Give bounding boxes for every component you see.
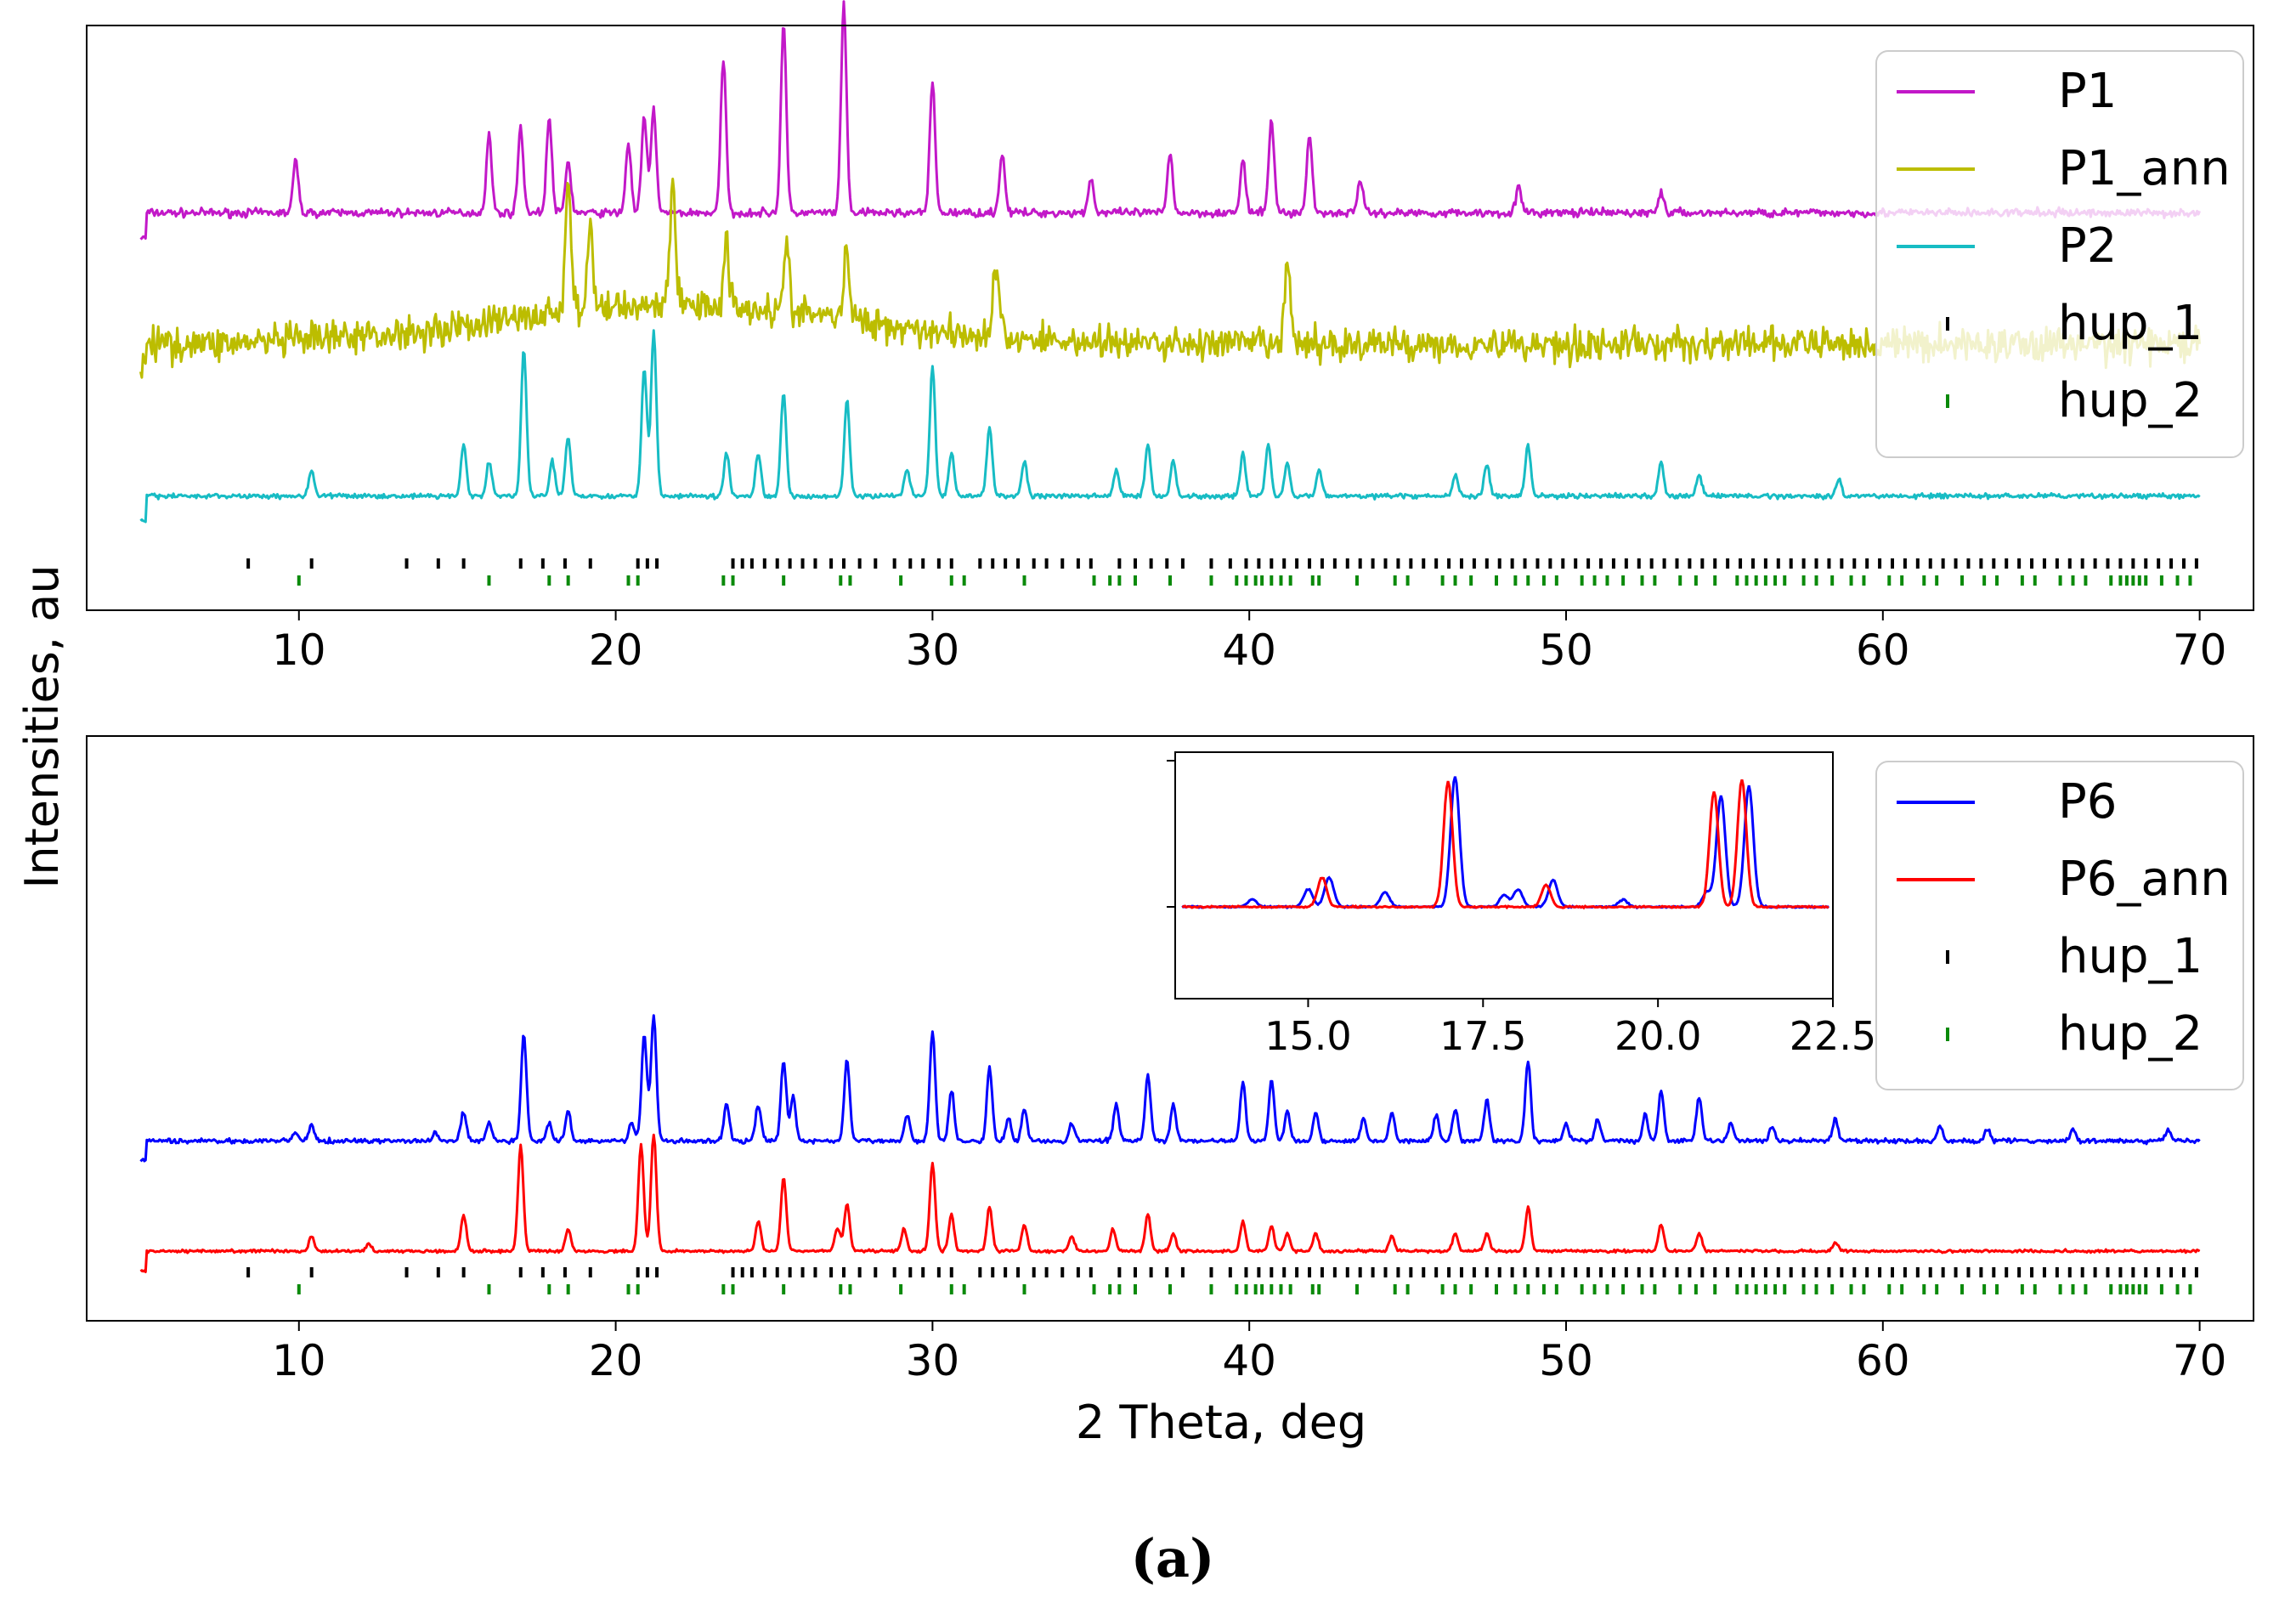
bottom-legend-label: P6 [2058,774,2117,830]
inset-xtick-label: 22.5 [1790,1013,1876,1059]
top-xtick-label: 60 [1856,626,1910,675]
y-axis-label: Intensities, au [15,564,69,888]
top-legend-label: hup_2 [2058,373,2203,428]
bottom-series-p6-ann [139,1133,2201,1273]
bottom-x-axis: 10 20 30 40 50 60 70 [272,1321,2226,1385]
top-plot-frame [86,25,2254,611]
inset-xtick-label: 15.0 [1264,1013,1351,1059]
top-legend-label: P1_ann [2058,141,2231,196]
top-xtick-label: 10 [272,626,326,675]
inset-series-group [1181,776,1830,910]
top-legend-label: P2 [2058,218,2117,274]
bottom-xtick-label: 20 [589,1336,643,1385]
top-series-group [139,0,2202,524]
top-series-p1-ann [139,178,2202,379]
bottom-xtick-label: 30 [906,1336,960,1385]
bottom-legend-label: hup_2 [2058,1006,2203,1062]
inset-zoom: 15.0 17.5 20.0 22.5 [1167,751,1876,1059]
inset-background [1175,752,1833,999]
inset-xtick-label: 17.5 [1439,1013,1526,1059]
bottom-xtick-label: 40 [1222,1336,1276,1385]
bottom-xtick-label: 50 [1539,1336,1593,1385]
bottom-series-p6 [139,1014,2201,1163]
figure-caption: (a) [1131,1527,1215,1589]
top-xtick-label: 50 [1539,626,1593,675]
bottom-legend-label: P6_ann [2058,852,2231,907]
x-axis-label: 2 Theta, deg [1076,1396,1366,1449]
inset-frame [1174,751,1834,1000]
top-reflection-ticks [246,558,2198,586]
inset-series-p6-ann [1182,779,1829,910]
top-series-p2 [139,329,2201,524]
top-x-axis: 10 20 30 40 50 60 70 [272,610,2226,675]
top-legend: P1 P1_ann P2 hup_1 hup_2 [1875,50,2244,458]
bottom-plot-frame [86,735,2254,1322]
top-legend-box [1875,50,2244,458]
bottom-legend-box [1875,761,2244,1090]
bottom-legend: P6 P6_ann hup_1 hup_2 [1875,761,2244,1090]
top-legend-label: hup_1 [2058,296,2203,351]
bottom-series-group [139,1014,2201,1273]
bottom-xtick-label: 60 [1856,1336,1910,1385]
inset-x-axis: 15.0 17.5 20.0 22.5 [1167,760,1876,1059]
top-series-p1 [139,0,2201,241]
top-xtick-label: 40 [1222,626,1276,675]
top-xtick-label: 30 [906,626,960,675]
top-panel: 10 20 30 40 50 60 70 P1 P1_ann P2 hup_1 hup_2 [86,0,2254,675]
top-legend-label: P1 [2058,64,2117,119]
bottom-legend-label: hup_1 [2058,929,2203,984]
bottom-reflection-ticks [246,1267,2198,1294]
bottom-xtick-label: 70 [2173,1336,2227,1385]
top-xtick-label: 20 [589,626,643,675]
top-xtick-label: 70 [2173,626,2227,675]
bottom-panel: 10 20 30 40 50 60 70 15.0 17.5 20.0 22.5 P6 P6_ann… [86,735,2254,1385]
bottom-xtick-label: 10 [272,1336,326,1385]
inset-xtick-label: 20.0 [1615,1013,1701,1059]
